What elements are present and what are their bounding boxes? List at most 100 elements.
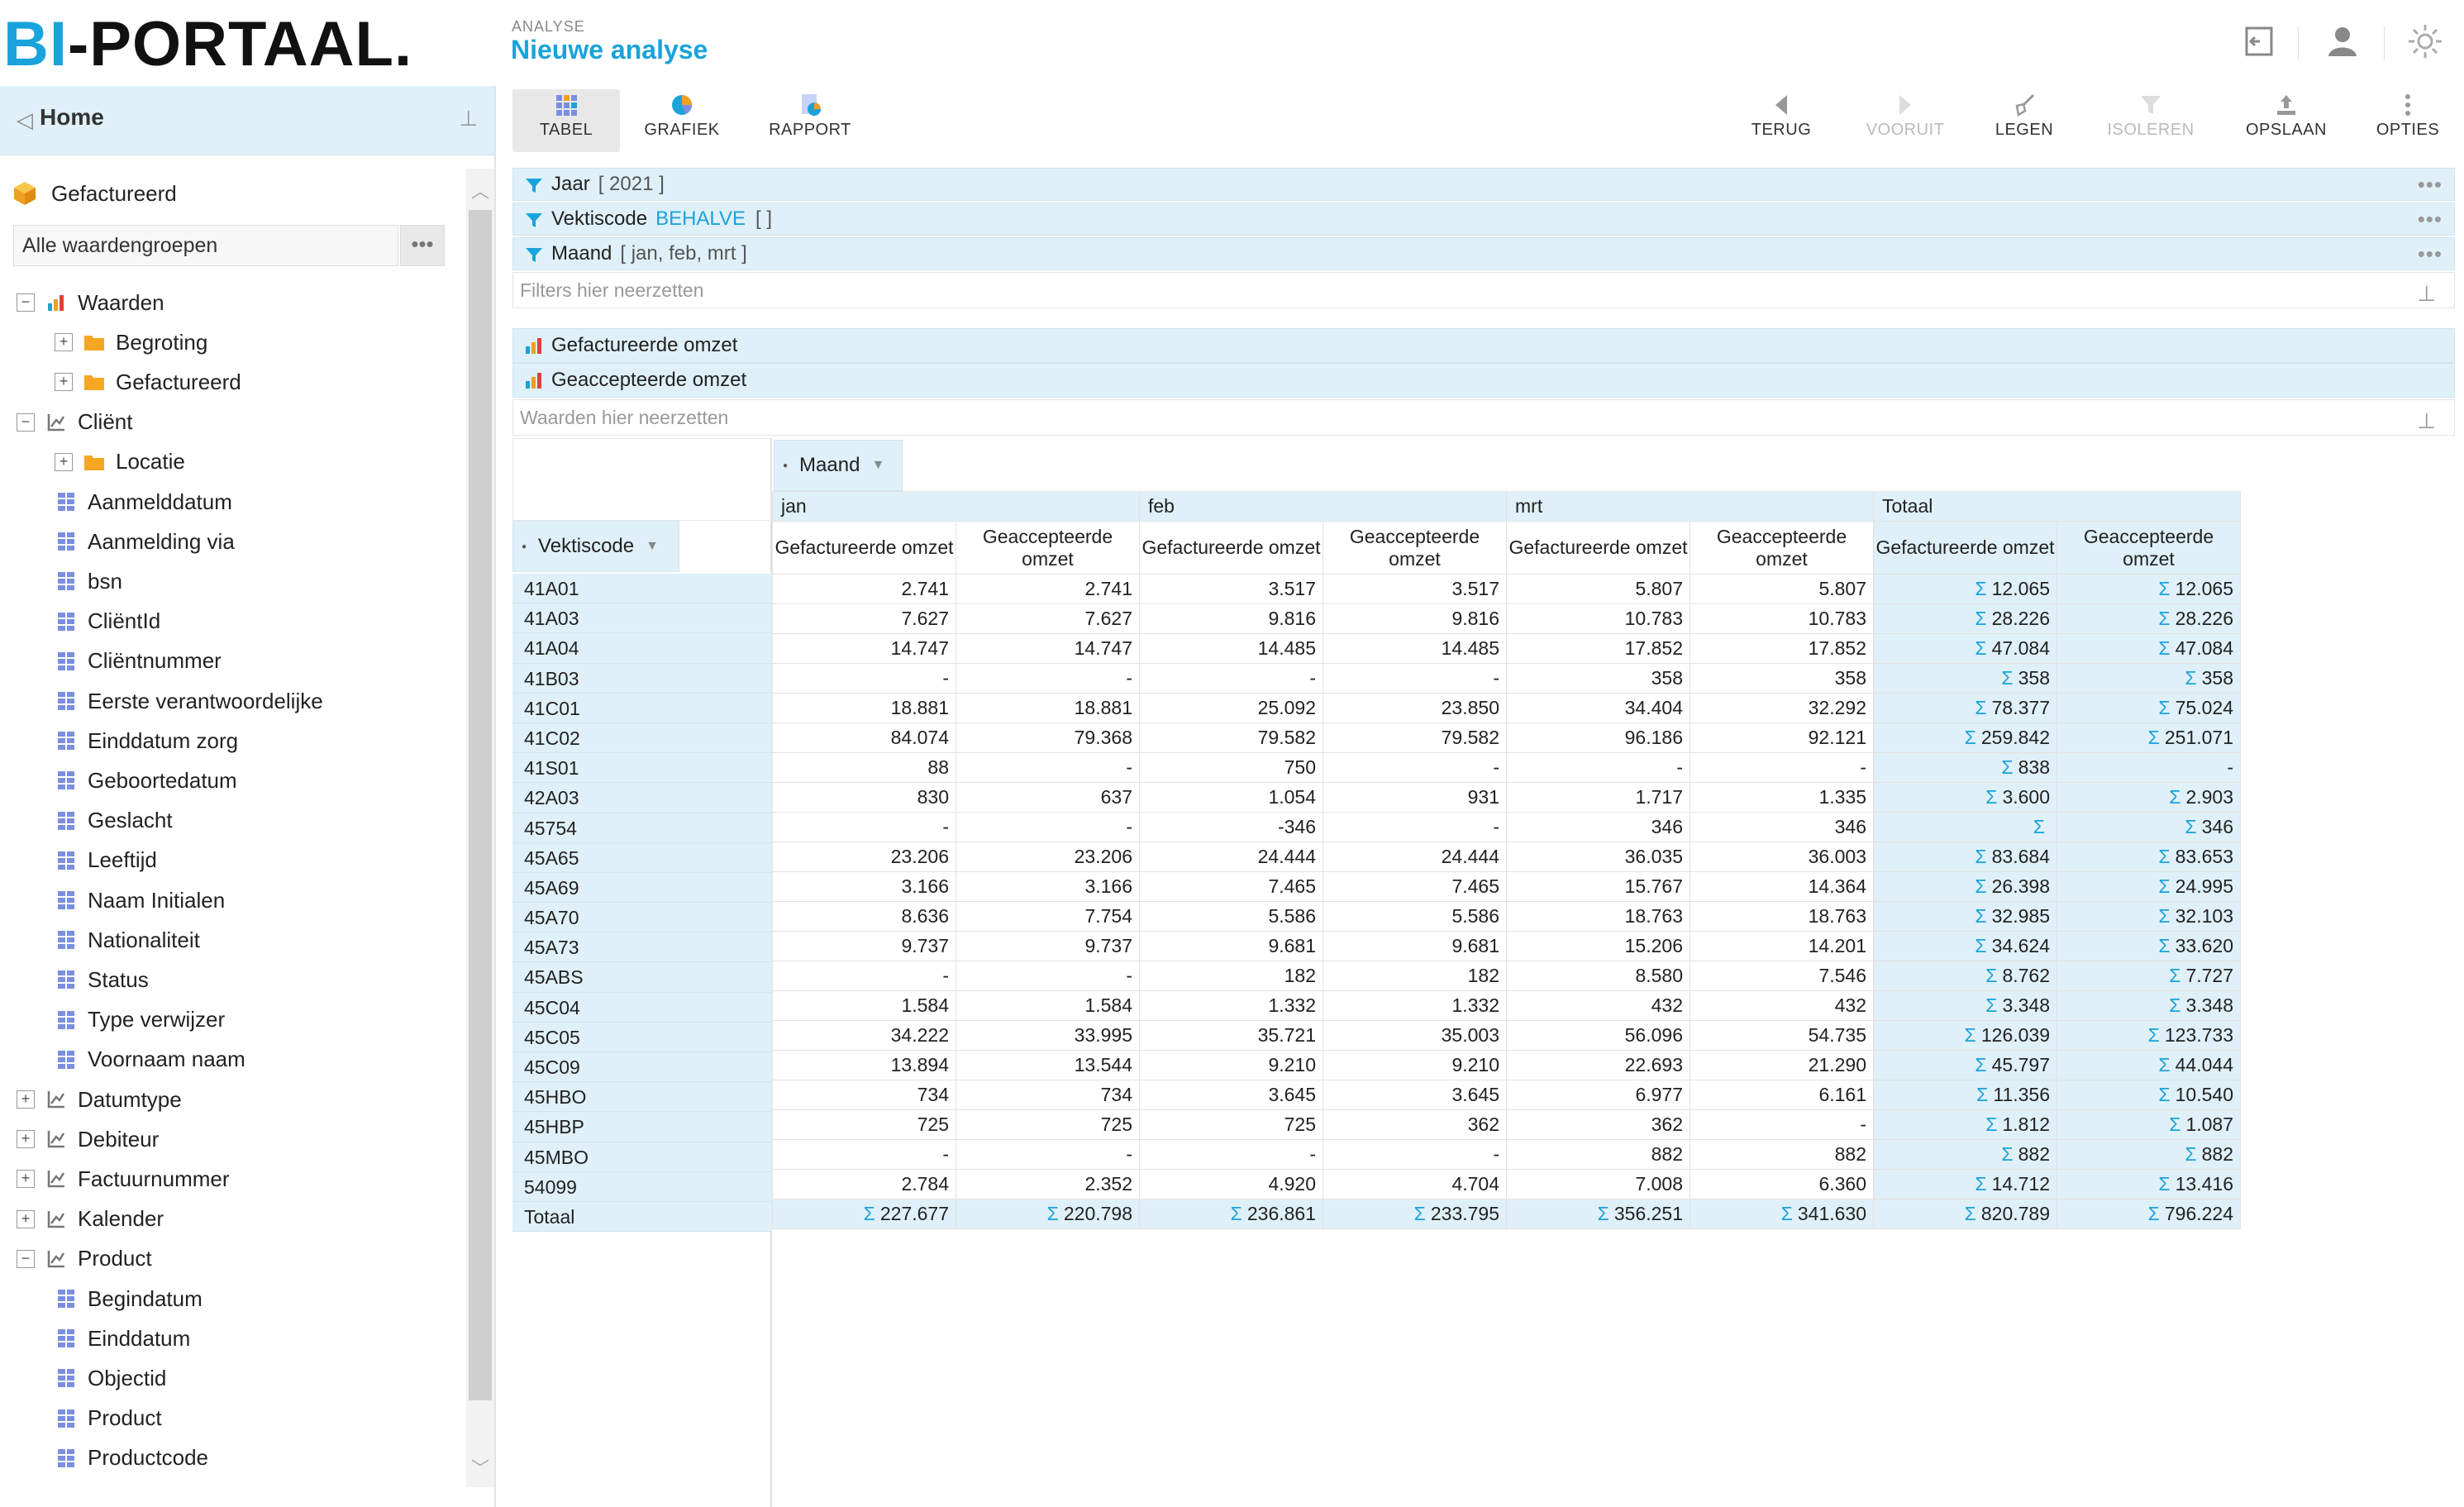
tree-node[interactable]: Product [55, 1400, 162, 1437]
table-cell[interactable]: 931 [1323, 782, 1507, 813]
row-label[interactable]: 45HBP [512, 1112, 772, 1142]
table-cell[interactable]: -346 [1139, 812, 1323, 842]
tree-node[interactable]: bsn [55, 563, 122, 599]
row-label[interactable]: 41A04 [512, 633, 772, 664]
tree-node[interactable]: Objectid [55, 1360, 166, 1396]
table-cell[interactable]: Σ 1.087 [2057, 1109, 2241, 1140]
table-cell[interactable]: - [956, 752, 1140, 783]
measure-header[interactable]: Gefactureerde omzet [772, 521, 956, 575]
table-cell[interactable]: Σ 346 [2057, 812, 2241, 842]
table-cell[interactable]: 750 [1139, 752, 1323, 783]
table-cell[interactable]: 432 [1506, 990, 1690, 1021]
table-cell[interactable]: 882 [1690, 1139, 1874, 1170]
month-header[interactable]: Totaal [1873, 491, 2241, 522]
table-cell[interactable]: 14.747 [956, 633, 1140, 664]
table-cell[interactable]: 725 [772, 1109, 956, 1140]
expand-icon[interactable]: + [17, 1090, 35, 1109]
table-cell[interactable]: 14.485 [1139, 633, 1323, 664]
tree-node[interactable]: Cliëntnummer [55, 643, 222, 680]
table-cell[interactable]: Σ 14.712 [1873, 1169, 2057, 1199]
expand-icon[interactable]: + [55, 333, 73, 352]
tree-node[interactable]: Aanmelding via [55, 523, 235, 560]
table-cell[interactable]: 2.741 [772, 574, 956, 604]
tree-scrollbar[interactable]: ︿ ﹀ [466, 169, 494, 1487]
table-cell[interactable]: 734 [772, 1080, 956, 1110]
table-cell[interactable]: 24.444 [1323, 842, 1507, 872]
table-cell[interactable]: 14.201 [1690, 931, 1874, 961]
dropdown-arrow-icon[interactable]: ▼ [871, 458, 885, 472]
table-cell[interactable]: Σ 882 [2057, 1139, 2241, 1170]
table-cell[interactable]: 34.404 [1506, 693, 1690, 723]
table-cell[interactable]: 23.850 [1323, 693, 1507, 723]
table-cell[interactable]: 5.586 [1323, 901, 1507, 932]
tree-node[interactable]: Voornaam naam [55, 1042, 245, 1078]
scroll-up-icon[interactable]: ︿ [470, 181, 489, 202]
table-cell[interactable]: Σ 12.065 [2057, 574, 2241, 604]
table-cell[interactable]: Σ 44.044 [2057, 1050, 2241, 1080]
row-label[interactable]: 45754 [512, 813, 772, 843]
row-label[interactable]: 45A69 [512, 872, 772, 904]
tree-node[interactable]: Geslacht [55, 803, 173, 839]
table-cell[interactable]: Σ 123.733 [2057, 1020, 2241, 1051]
table-cell[interactable]: Σ 838 [1873, 752, 2057, 783]
table-cell[interactable]: Σ 83.684 [1873, 842, 2057, 872]
table-cell[interactable]: 88 [772, 752, 956, 783]
collapse-icon[interactable]: − [17, 413, 35, 432]
table-cell[interactable]: 7.627 [956, 603, 1140, 634]
table-cell[interactable]: 32.292 [1690, 693, 1874, 723]
table-cell[interactable]: Σ 11.356 [1873, 1080, 2057, 1110]
table-cell[interactable]: Σ 341.630 [1690, 1199, 1874, 1229]
table-cell[interactable]: - [772, 1139, 956, 1170]
table-cell[interactable]: 346 [1506, 812, 1690, 842]
table-cell[interactable]: 14.747 [772, 633, 956, 664]
row-label[interactable]: 41S01 [512, 753, 772, 784]
row-label[interactable]: 41B03 [512, 663, 772, 694]
table-cell[interactable]: 9.737 [772, 931, 956, 961]
row-label[interactable]: 45MBO [512, 1142, 772, 1172]
logout-icon[interactable] [2242, 23, 2278, 60]
column-field-chip[interactable]: ● Maand ▼ [774, 440, 903, 491]
filter-more-icon[interactable]: ••• [2417, 241, 2443, 266]
collapse-icon[interactable]: − [17, 1249, 35, 1268]
tree-node[interactable]: Naam Initialen [55, 882, 225, 918]
table-cell[interactable]: 358 [1690, 663, 1874, 694]
measure-header[interactable]: Gefactureerde omzet [1139, 521, 1323, 575]
table-cell[interactable]: Σ 78.377 [1873, 693, 2057, 723]
user-icon[interactable] [2324, 23, 2361, 60]
tree-node[interactable]: CliëntId [55, 603, 160, 640]
table-cell[interactable]: Σ 358 [1873, 663, 2057, 694]
home-bar[interactable]: ◁ Home ⊥ [0, 86, 494, 155]
tree-node[interactable]: Aanmelddatum [55, 484, 232, 520]
table-cell[interactable]: 7.546 [1690, 961, 1874, 991]
table-cell[interactable]: 15.206 [1506, 931, 1690, 961]
value-group-more-button[interactable]: ••• [400, 225, 445, 266]
table-cell[interactable]: 10.783 [1690, 603, 1874, 634]
table-cell[interactable]: Σ 3.348 [1873, 990, 2057, 1021]
table-cell[interactable]: 346 [1690, 812, 1874, 842]
table-cell[interactable]: 2.352 [956, 1169, 1140, 1199]
expand-icon[interactable]: + [55, 373, 73, 392]
table-cell[interactable]: - [2057, 752, 2241, 783]
opslaan-button[interactable]: OPSLAAN [2242, 89, 2331, 152]
table-cell[interactable]: Σ 47.084 [1873, 633, 2057, 664]
table-cell[interactable]: 92.121 [1690, 723, 1874, 753]
table-cell[interactable]: Σ 2.903 [2057, 782, 2241, 813]
table-cell[interactable]: 2.741 [956, 574, 1140, 604]
tree-node[interactable]: + Gefactureerd [55, 364, 241, 400]
row-label[interactable]: 41A01 [512, 574, 772, 604]
table-cell[interactable]: Σ 251.071 [2057, 723, 2241, 753]
row-label[interactable]: 45A73 [512, 932, 772, 963]
measure-header[interactable]: Geaccepteerde omzet [2057, 521, 2241, 575]
table-cell[interactable]: Σ 45.797 [1873, 1050, 2057, 1080]
table-cell[interactable]: Σ 259.842 [1873, 723, 2057, 753]
table-cell[interactable]: 7.754 [956, 901, 1140, 932]
table-cell[interactable]: 6.360 [1690, 1169, 1874, 1199]
rapport-button[interactable]: RAPPORT [760, 89, 860, 152]
table-cell[interactable]: - [772, 812, 956, 842]
row-label[interactable]: 45C04 [512, 992, 772, 1023]
tree-node[interactable]: Status [55, 961, 149, 998]
table-cell[interactable]: Σ 28.226 [2057, 603, 2241, 634]
row-label[interactable]: 41C01 [512, 693, 772, 723]
table-cell[interactable]: Σ 220.798 [956, 1199, 1140, 1229]
tree-node[interactable]: Nationaliteit [55, 922, 200, 958]
